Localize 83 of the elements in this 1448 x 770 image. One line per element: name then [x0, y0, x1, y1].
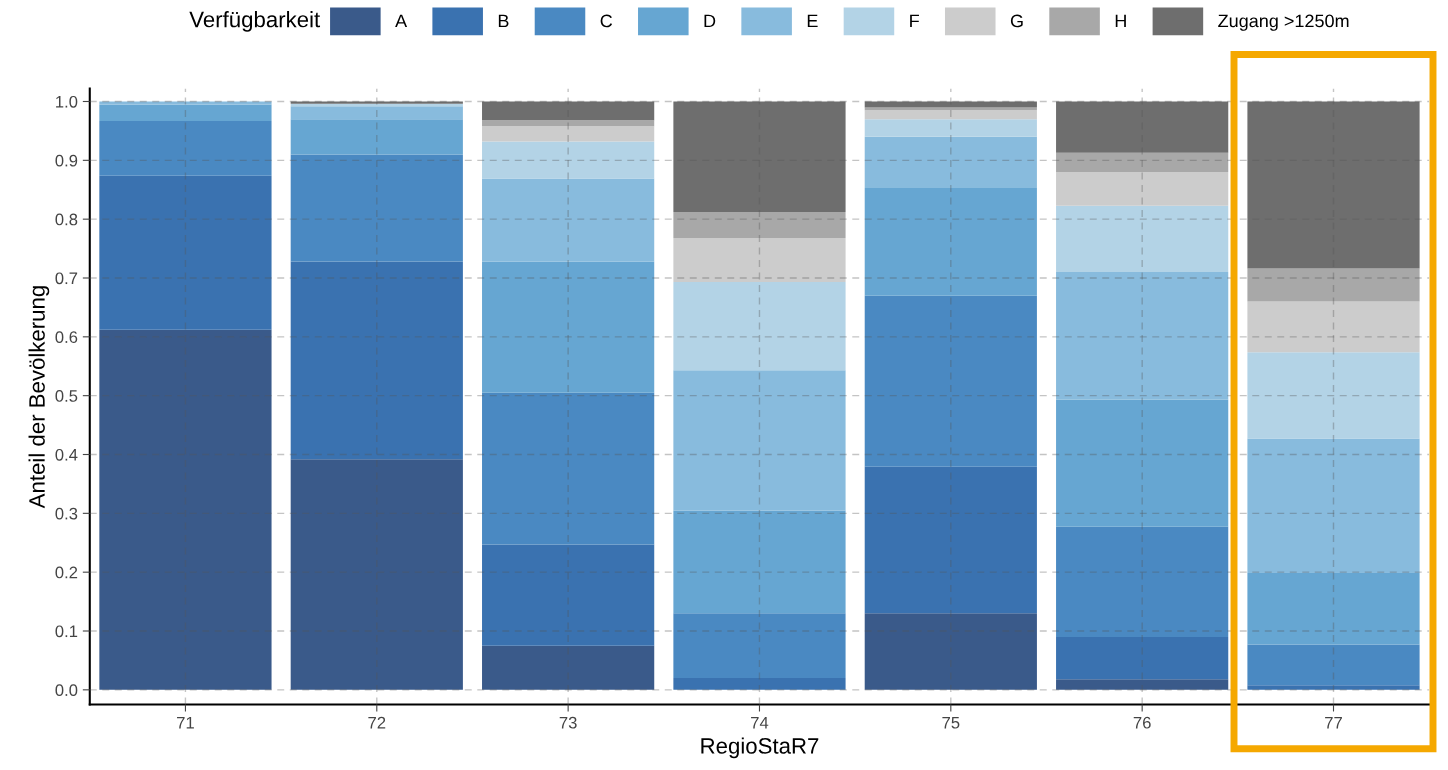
bar: [673, 510, 846, 614]
x-tick-label: 73: [559, 716, 577, 729]
bar: [1056, 526, 1229, 637]
bar: [1056, 172, 1229, 206]
bar: [290, 459, 463, 690]
bar: [673, 237, 846, 283]
bar: [673, 678, 846, 690]
bar: [99, 101, 272, 105]
bar: [1247, 101, 1420, 269]
bar: [1056, 205, 1229, 273]
x-tick-label: 76: [1133, 716, 1151, 729]
legend-label: E: [807, 14, 818, 28]
bar: [99, 175, 272, 330]
bar: [1056, 636, 1229, 680]
bar: [290, 261, 463, 460]
y-axis-title: Anteil der Bevölkerung: [28, 286, 50, 509]
y-tick-label: 1.0: [56, 95, 78, 108]
y-tick-label: 0.1: [55, 625, 78, 638]
bar: [99, 104, 272, 121]
bar: [482, 101, 655, 121]
y-tick-label: 0.6: [55, 331, 78, 344]
legend-label: C: [600, 14, 613, 28]
x-tick-label: 75: [942, 716, 960, 729]
y-tick-label: 0.2: [55, 566, 78, 579]
bar: [864, 107, 1037, 111]
bar: [482, 120, 655, 127]
legend-label: D: [704, 14, 716, 28]
bar: [1247, 685, 1420, 690]
bar: [864, 466, 1037, 614]
bar: [290, 119, 463, 155]
bar: [1056, 679, 1229, 690]
bar: [673, 212, 846, 238]
bar: [1247, 438, 1420, 573]
x-axis-title: RegioStaR7: [701, 737, 819, 759]
bar: [864, 613, 1037, 690]
y-tick-label: 0.5: [55, 390, 78, 402]
bar: [1247, 352, 1420, 439]
legend-title: Verfügbarkeit: [189, 11, 321, 32]
x-tick-label: 71: [177, 716, 194, 729]
bar: [99, 329, 272, 690]
legend-label: A: [395, 14, 408, 28]
bar: [290, 106, 463, 120]
y-tick-label: 0.8: [55, 213, 78, 226]
x-tick-label: 72: [368, 716, 386, 729]
bar: [482, 126, 655, 142]
bar: [482, 645, 655, 690]
legend-label: B: [498, 14, 509, 28]
legend-label: Zugang >1250m: [1218, 14, 1349, 31]
bar: [1056, 399, 1229, 527]
bar: [1247, 644, 1420, 686]
bar: [864, 295, 1037, 467]
bar: [1056, 101, 1229, 153]
y-tick-label: 0.9: [55, 154, 78, 167]
bar: [673, 370, 846, 511]
legend-label: H: [1115, 14, 1126, 28]
x-tick-label: 74: [751, 716, 769, 729]
bar: [1247, 572, 1420, 645]
bar: [482, 392, 655, 545]
bar: [673, 613, 846, 679]
bar: [1056, 272, 1229, 400]
bar: [864, 119, 1037, 137]
bar: [290, 154, 463, 262]
bar: [864, 110, 1037, 120]
bar: [673, 282, 846, 371]
bar: [99, 120, 272, 176]
bar: [864, 101, 1037, 108]
y-tick-label: 0.7: [55, 272, 78, 285]
bar: [864, 136, 1037, 188]
bar: [1247, 268, 1420, 302]
bar: [864, 187, 1037, 296]
y-tick-label: 0.0: [55, 684, 78, 697]
y-tick-label: 0.3: [55, 507, 78, 520]
bar: [482, 178, 655, 262]
legend-label: F: [910, 14, 919, 28]
bar: [482, 544, 655, 646]
y-tick-label: 0.4: [55, 448, 78, 461]
legend-label: G: [1010, 14, 1023, 28]
bar: [673, 101, 846, 213]
bar: [1056, 152, 1229, 173]
bar: [482, 261, 655, 393]
x-tick-label: 77: [1325, 716, 1342, 729]
bar: [482, 141, 655, 179]
bar: [1247, 301, 1420, 353]
